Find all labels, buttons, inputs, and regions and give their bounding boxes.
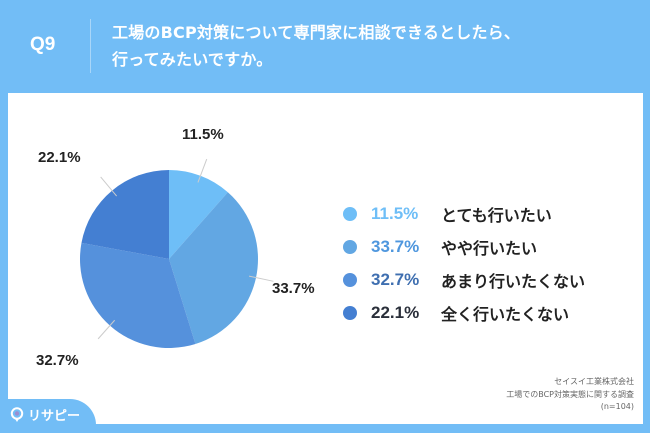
pie-slice [81, 170, 169, 259]
legend-item: 22.1% 全く行いたくない [343, 296, 585, 329]
legend-percent: 22.1% [371, 302, 420, 322]
source-survey: 工場でのBCP対策実態に関する調査 [506, 389, 634, 399]
question-title: 工場のBCP対策について専門家に相談できるとしたら、 行ってみたいですか。 [112, 19, 632, 73]
legend-percent: 11.5% [371, 203, 419, 223]
question-title-line2: 行ってみたいですか。 [112, 50, 273, 69]
pie-slice [79, 242, 196, 348]
logo: リサピー [10, 405, 80, 424]
legend-item: 11.5% とても行いたい [343, 197, 585, 230]
pie-slices [79, 170, 258, 348]
pie-slice [169, 192, 258, 344]
legend-dot-icon [343, 239, 357, 254]
question-number: Q9 [30, 34, 56, 55]
legend-percent: 32.7% [371, 269, 420, 289]
question-title-line1: 工場のBCP対策について専門家に相談できるとしたら、 [112, 23, 521, 42]
legend-item: 33.7% やや行いたい [343, 230, 585, 263]
leader-lines [97, 158, 274, 340]
legend-dot-icon [343, 272, 357, 287]
legend-dot-icon [343, 305, 357, 320]
header: Q9 工場のBCP対策について専門家に相談できるとしたら、 行ってみたいですか。 [0, 0, 650, 93]
pie-label-not-at-all: 22.1% [38, 149, 81, 166]
legend-dot-icon [343, 206, 357, 221]
source-company: セイスイ工業株式会社 [554, 377, 634, 386]
legend-label: あまり行いたくない [441, 271, 586, 291]
leader-line [248, 275, 274, 282]
legend-percent: 33.7% [371, 236, 420, 256]
legend-label: やや行いたい [441, 238, 538, 258]
chart-legend: 11.5% とても行いたい 33.7% やや行いたい 32.7% あまり行いたく… [343, 197, 585, 329]
logo-tab [0, 399, 96, 433]
legend-label: 全く行いたくない [441, 304, 570, 324]
legend-item: 32.7% あまり行いたくない [343, 263, 585, 296]
header-divider [90, 19, 91, 73]
pin-magnifier-icon [10, 406, 24, 422]
pie-label-not-much: 32.7% [36, 352, 79, 369]
pie-slice [169, 170, 228, 259]
leader-line [197, 158, 208, 183]
pie-label-somewhat: 33.7% [272, 280, 315, 297]
source-sample-size: (n=104) [600, 402, 634, 411]
pie-label-very: 11.5% [182, 126, 224, 143]
leader-line [100, 176, 117, 197]
legend-label: とても行いたい [441, 205, 552, 225]
source-note: セイスイ工業株式会社 工場でのBCP対策実態に関する調査 (n=104) [506, 376, 634, 414]
logo-text: リサピー [28, 409, 81, 424]
leader-line [97, 319, 116, 340]
